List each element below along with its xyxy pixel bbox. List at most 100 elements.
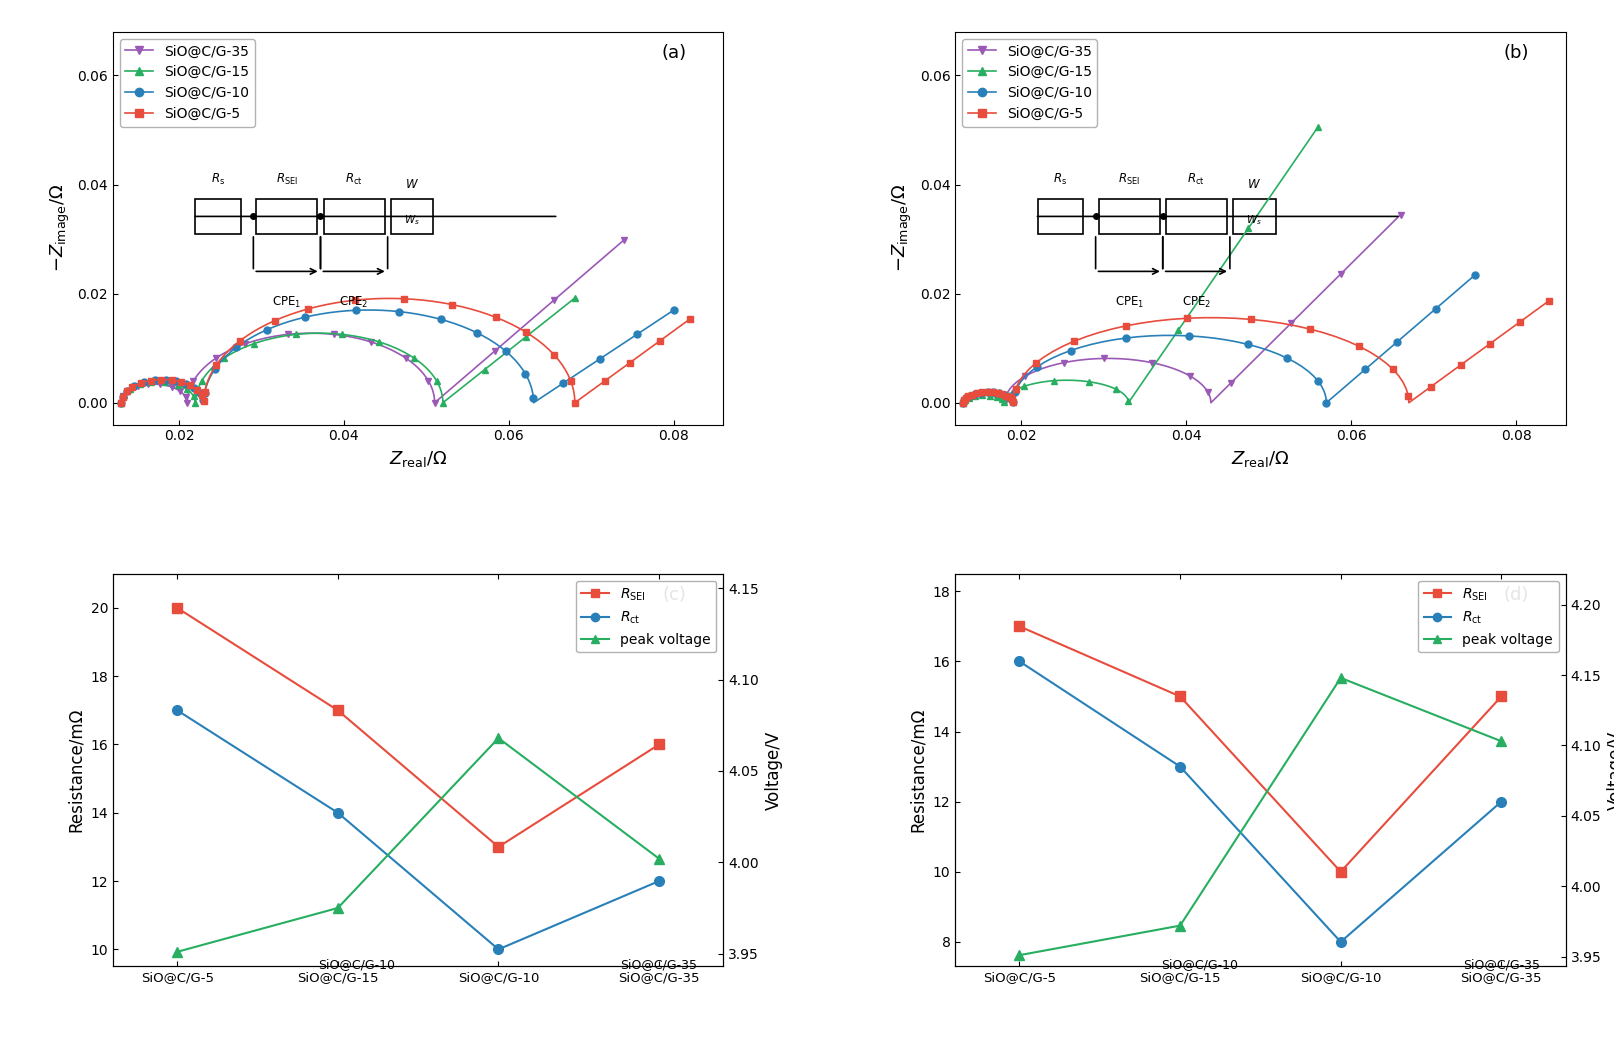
SiO@C/G-10 [118,384,137,397]
SiO@C/G-5 [1383,363,1403,376]
SiO@C/G-10 [226,341,245,354]
SiO@C/G-35 [115,390,134,402]
FancyBboxPatch shape [323,199,384,234]
SiO@C/G-35 [176,391,195,404]
SiO@C/G-10 [1466,269,1485,281]
Legend: $R_{\rm SEI}$, $R_{\rm ct}$, peak voltage: $R_{\rm SEI}$, $R_{\rm ct}$, peak voltag… [1419,581,1559,652]
SiO@C/G-35 [484,345,504,358]
SiO@C/G-10 [965,388,985,400]
Text: $R_{\rm ct}$: $R_{\rm ct}$ [1188,172,1206,187]
SiO@C/G-5 [681,312,700,325]
Text: $R_{\rm s}$: $R_{\rm s}$ [1054,172,1067,187]
SiO@C/G-15 [516,330,536,343]
SiO@C/G-15 [244,338,263,350]
SiO@C/G-15 [1169,324,1188,337]
Text: CPE$_1$: CPE$_1$ [1115,295,1144,310]
Line: SiO@C/G-10: SiO@C/G-10 [118,307,678,406]
FancyBboxPatch shape [257,199,318,234]
SiO@C/G-35 [1391,208,1411,221]
SiO@C/G-10 [1317,396,1336,409]
SiO@C/G-35 [278,328,297,341]
SiO@C/G-5 [1480,338,1499,350]
SiO@C/G-15 [433,396,452,409]
Line: SiO@C/G-15: SiO@C/G-15 [118,294,578,406]
SiO@C/G-15 [370,336,389,348]
$R_{\rm SEI}$ [489,840,508,853]
SiO@C/G-15 [1119,395,1138,408]
SiO@C/G-10 [1060,344,1080,357]
SiO@C/G-10 [523,392,542,405]
SiO@C/G-10 [989,387,1009,399]
SiO@C/G-10 [978,386,997,398]
SiO@C/G-5 [954,394,973,407]
SiO@C/G-15 [111,396,131,409]
Text: SiO@C/G-35: SiO@C/G-35 [1462,958,1540,971]
peak voltage [489,732,508,744]
SiO@C/G-5 [1117,320,1136,332]
SiO@C/G-5 [1177,312,1196,325]
peak voltage [649,853,668,866]
SiO@C/G-35 [967,388,986,400]
SiO@C/G-15 [959,391,978,404]
SiO@C/G-5 [140,374,160,387]
Text: SiO@C/G-35: SiO@C/G-35 [620,958,697,971]
FancyBboxPatch shape [1099,199,1160,234]
SiO@C/G-10 [1178,329,1198,342]
SiO@C/G-35 [962,390,981,402]
SiO@C/G-15 [184,390,203,402]
SiO@C/G-5 [1301,323,1320,336]
SiO@C/G-35 [129,380,148,393]
SiO@C/G-15 [119,383,139,396]
SiO@C/G-35 [957,392,976,405]
Line: $R_{\rm ct}$: $R_{\rm ct}$ [173,705,663,955]
SiO@C/G-15 [1044,374,1064,387]
SiO@C/G-10 [111,396,131,409]
SiO@C/G-10 [999,391,1018,404]
SiO@C/G-10 [497,345,516,358]
SiO@C/G-35 [546,293,565,306]
SiO@C/G-10 [431,313,450,326]
SiO@C/G-5 [442,298,462,311]
SiO@C/G-35 [993,393,1012,406]
$R_{\rm ct}$ [649,875,668,888]
Line: peak voltage: peak voltage [1015,673,1506,960]
SiO@C/G-10 [1277,352,1296,364]
SiO@C/G-5 [565,396,584,409]
SiO@C/G-35 [169,384,189,397]
SiO@C/G-35 [989,391,1009,404]
SiO@C/G-15 [155,376,174,389]
SiO@C/G-5 [171,376,190,389]
SiO@C/G-5 [163,374,182,387]
$R_{\rm SEI}$ [1332,866,1351,878]
$R_{\rm SEI}$ [1491,690,1511,703]
SiO@C/G-10 [166,375,186,388]
Text: CPE$_2$: CPE$_2$ [1181,295,1210,310]
SiO@C/G-35 [207,352,226,364]
SiO@C/G-5 [231,335,250,347]
SiO@C/G-15 [988,391,1007,404]
SiO@C/G-5 [1064,335,1083,347]
SiO@C/G-5 [1004,395,1023,408]
SiO@C/G-35 [615,234,634,246]
SiO@C/G-10 [194,394,213,407]
SiO@C/G-15 [965,390,985,402]
Text: (c): (c) [663,585,686,603]
SiO@C/G-5 [1002,393,1022,406]
Text: (d): (d) [1504,585,1528,603]
SiO@C/G-5 [1006,382,1025,395]
SiO@C/G-15 [955,394,975,407]
SiO@C/G-5 [959,390,978,402]
SiO@C/G-15 [997,391,1017,404]
SiO@C/G-15 [192,375,211,388]
Text: $W_s$: $W_s$ [1246,213,1262,227]
SiO@C/G-5 [1540,294,1559,307]
SiO@C/G-35 [954,396,973,409]
Legend: $R_{\rm SEI}$, $R_{\rm ct}$, peak voltage: $R_{\rm SEI}$, $R_{\rm ct}$, peak voltag… [576,581,717,652]
Text: $R_{\rm ct}$: $R_{\rm ct}$ [345,172,363,187]
Text: $W$: $W$ [405,178,420,191]
SiO@C/G-10 [1028,360,1047,373]
SiO@C/G-15 [186,396,205,409]
SiO@C/G-15 [428,375,447,388]
SiO@C/G-10 [515,367,534,380]
$R_{\rm ct}$ [489,943,508,956]
